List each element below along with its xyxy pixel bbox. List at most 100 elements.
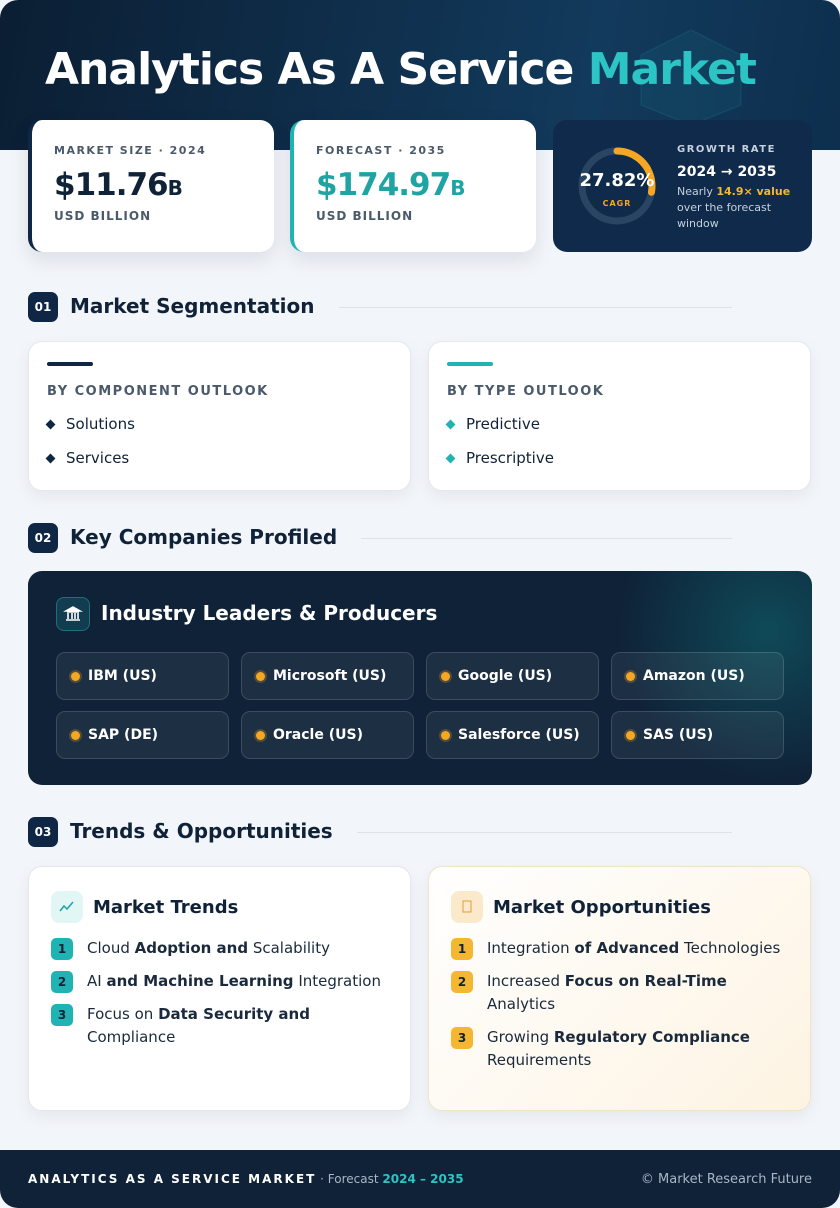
item-text-part: Cloud <box>87 939 135 957</box>
trend-card-header: Market Opportunities <box>451 891 788 923</box>
note-part: 14.9× value <box>716 185 791 198</box>
item-text: Integration of Advanced Technologies <box>487 937 780 960</box>
item-text: Growing Regulatory Compliance Requiremen… <box>487 1026 788 1072</box>
stat-unit: B <box>167 176 183 200</box>
item-text: Focus on Data Security and Compliance <box>87 1003 388 1049</box>
growth-note: Nearly 14.9× value over the forecast win… <box>677 184 797 232</box>
item-text-part: Scalability <box>248 939 330 957</box>
segment-item: Services <box>45 449 410 467</box>
bullet <box>445 419 456 429</box>
segment-text: Predictive <box>466 415 540 433</box>
hex-decor <box>640 30 742 125</box>
section-badge: 01 <box>28 292 58 322</box>
company-name: IBM (US) <box>88 668 157 684</box>
icon <box>59 901 74 912</box>
cagr-ring <box>578 147 656 225</box>
item-number: 2 <box>451 971 473 993</box>
panel-title: Industry Leaders & Producers <box>101 601 438 625</box>
title-accent: Market <box>587 44 757 95</box>
stat-value: $174.97B <box>316 167 514 203</box>
section-line <box>361 538 732 539</box>
stat-card: FORECAST · 2035 $174.97B USD BILLION <box>290 120 536 252</box>
bullet <box>45 453 56 463</box>
item-text-part: Adoption and <box>134 939 249 957</box>
item-text-part: Data Security and <box>158 1005 310 1023</box>
chip-dot <box>626 730 635 740</box>
company-chip: SAS (US) <box>611 711 784 759</box>
bank-icon <box>62 606 84 621</box>
footer-copyright: © Market Research Future <box>640 1171 812 1187</box>
stat-value: $11.76B <box>54 167 252 203</box>
stat-number: $11.76 <box>54 167 169 203</box>
company-chip: Microsoft (US) <box>241 652 414 700</box>
company-name: Microsoft (US) <box>273 668 387 684</box>
item-text-part: Regulatory Compliance <box>553 1028 750 1046</box>
chip-dot <box>441 730 450 740</box>
bullet <box>45 419 56 429</box>
item-number: 1 <box>451 938 473 960</box>
segment-text: Services <box>66 449 130 467</box>
company-name: SAS (US) <box>643 727 714 743</box>
chip-dot <box>71 730 80 740</box>
company-chip: Amazon (US) <box>611 652 784 700</box>
chip-dot <box>256 671 265 681</box>
trend-item: 2 AI and Machine Learning Integration <box>51 970 388 993</box>
item-text: Increased Focus on Real-Time Analytics <box>487 970 788 1016</box>
item-text-part: Analytics <box>487 995 556 1013</box>
growth-period: 2024 → 2035 <box>677 164 777 180</box>
cagr-value: 27.82% <box>579 170 655 191</box>
accent-bar <box>447 362 493 366</box>
footer-left: ANALYTICS AS A SERVICE MARKET · Forecast… <box>28 1172 464 1186</box>
trend-card: Market Trends 1 Cloud Adoption and Scalabi… <box>28 866 411 1111</box>
company-name: Google (US) <box>458 668 553 684</box>
trend-item: 3 Growing Regulatory Compliance Requireme… <box>451 1026 788 1072</box>
segment-card: BY TYPE OUTLOOK Predictive Prescriptive <box>428 341 811 491</box>
item-number: 3 <box>451 1027 473 1049</box>
segment-card: BY COMPONENT OUTLOOK Solutions Services <box>28 341 411 491</box>
section-line <box>357 832 732 833</box>
item-number: 1 <box>51 938 73 960</box>
item-text-part: and Machine Learning <box>106 972 294 990</box>
stat-label: MARKET SIZE · 2024 <box>54 144 207 157</box>
company-name: Oracle (US) <box>273 727 363 743</box>
company-name: Amazon (US) <box>643 668 745 684</box>
stat-unit: B <box>450 176 465 200</box>
trend-icon <box>51 891 83 923</box>
item-text-part: Integration <box>487 939 575 957</box>
company-name: Salesforce (US) <box>458 727 580 743</box>
item-text-part: Requirements <box>487 1051 592 1069</box>
trend-icon <box>451 891 483 923</box>
company-chip: Google (US) <box>426 652 599 700</box>
growth-label: GROWTH RATE <box>677 144 776 155</box>
trend-card: Market Opportunities 1 Integration of Adva… <box>428 866 811 1111</box>
section-badge: 02 <box>28 523 58 553</box>
item-text-part: Focus on Real-Time <box>564 972 727 990</box>
note-part: Nearly <box>677 185 717 198</box>
segment-title: BY COMPONENT OUTLOOK <box>47 384 269 399</box>
segment-item: Prescriptive <box>445 449 810 467</box>
accent-bar <box>47 362 93 366</box>
section-title: Key Companies Profiled <box>70 525 338 549</box>
stat-label: FORECAST · 2035 <box>316 144 446 157</box>
item-number: 3 <box>51 1004 73 1026</box>
stat-sub: USD BILLION <box>316 209 414 223</box>
item-number: 2 <box>51 971 73 993</box>
item-text: Cloud Adoption and Scalability <box>87 937 330 960</box>
companies-panel: Industry Leaders & Producers IBM (US) Micr… <box>28 571 812 785</box>
section-title: Market Segmentation <box>70 294 315 318</box>
stat-sub: USD BILLION <box>54 209 152 223</box>
chip-dot <box>256 730 265 740</box>
item-text-part: of Advanced <box>574 939 680 957</box>
company-chip: IBM (US) <box>56 652 229 700</box>
stat-card: MARKET SIZE · 2024 $11.76B USD BILLION <box>28 120 274 252</box>
trend-item: 2 Increased Focus on Real-Time Analytics <box>451 970 788 1016</box>
trend-card-header: Market Trends <box>51 891 388 923</box>
item-text-part: Compliance <box>87 1028 176 1046</box>
segment-text: Solutions <box>66 415 135 433</box>
note-part: over the forecast window <box>677 201 772 230</box>
company-chip: SAP (DE) <box>56 711 229 759</box>
company-chip: Salesforce (US) <box>426 711 599 759</box>
item-text-part: Increased <box>487 972 565 990</box>
chip-dot <box>441 671 450 681</box>
